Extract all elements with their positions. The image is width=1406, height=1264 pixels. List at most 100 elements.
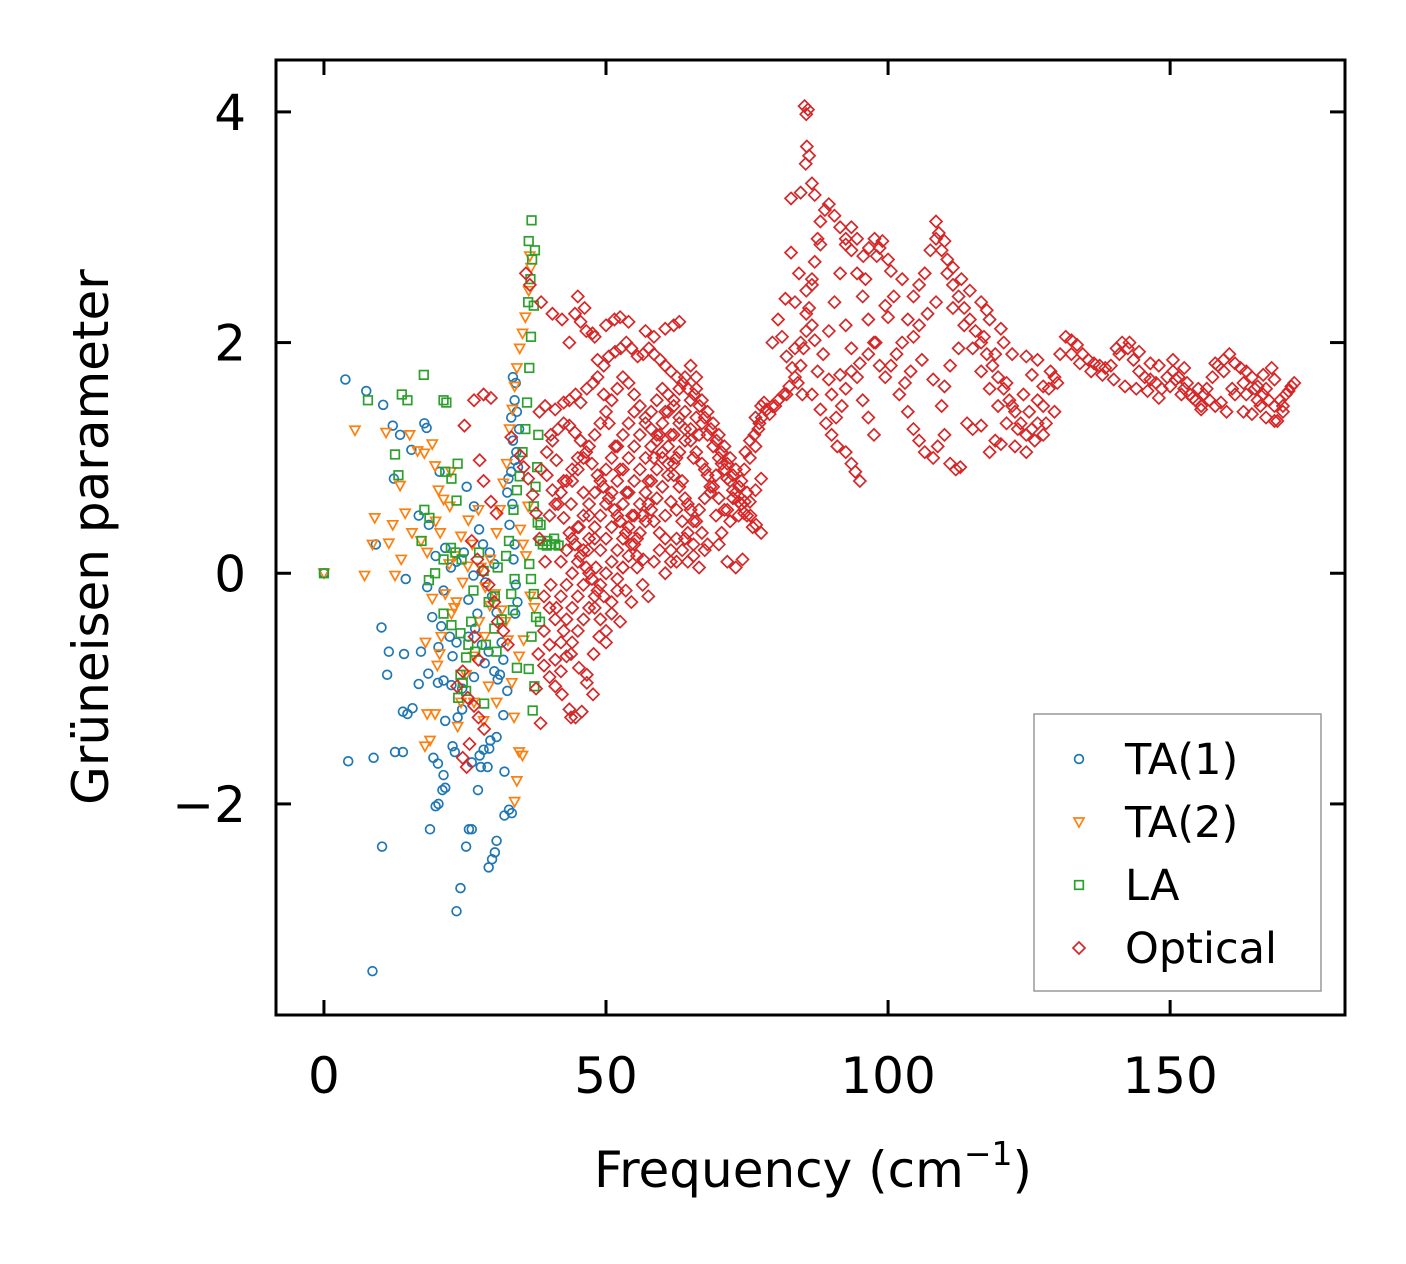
optical-point — [957, 300, 972, 316]
optical-point — [1244, 369, 1260, 385]
optical-point — [832, 266, 848, 281]
optical-point — [457, 418, 472, 433]
optical-point — [686, 537, 701, 552]
optical-point — [930, 439, 945, 454]
optical-point — [598, 531, 614, 546]
ta-1-point — [398, 648, 410, 660]
optical-point — [743, 508, 758, 523]
optical-point — [660, 468, 676, 483]
optical-point — [880, 252, 896, 267]
optical-point — [1165, 352, 1181, 368]
optical-point — [649, 491, 664, 506]
y-tick-label: −2 — [172, 776, 246, 834]
optical-point — [1250, 393, 1265, 408]
ta-2-point — [513, 524, 527, 537]
ta-1-point — [461, 481, 472, 493]
optical-point — [852, 356, 868, 371]
optical-point — [471, 652, 486, 667]
la-point — [463, 639, 474, 650]
optical-point — [683, 433, 698, 448]
optical-point — [728, 462, 743, 477]
ta-1-point — [506, 807, 518, 819]
optical-point — [945, 277, 961, 293]
optical-point — [778, 291, 793, 306]
optical-point — [567, 306, 583, 321]
optical-point — [580, 542, 596, 558]
optical-point — [844, 341, 859, 356]
optical-point — [1193, 398, 1209, 414]
optical-point — [953, 459, 968, 475]
optical-point — [576, 485, 591, 500]
optical-point — [1035, 427, 1051, 443]
optical-point — [1236, 404, 1251, 419]
optical-point — [464, 533, 479, 549]
ta-1-point — [437, 784, 448, 796]
optical-point — [615, 496, 631, 512]
optical-point — [735, 552, 750, 567]
ta-1-point — [492, 674, 503, 685]
optical-point — [627, 537, 642, 552]
ta-1-point — [504, 519, 515, 531]
la-point — [491, 646, 502, 657]
optical-point — [587, 329, 602, 345]
optical-point — [942, 358, 958, 373]
ta-2-point — [420, 547, 434, 560]
ta-1-point — [491, 731, 502, 743]
optical-point — [748, 483, 763, 498]
optical-point — [925, 450, 941, 466]
optical-point — [1047, 404, 1062, 419]
optical-point — [562, 702, 577, 717]
optical-point — [459, 759, 474, 775]
optical-point — [672, 314, 687, 330]
optical-point — [1227, 387, 1243, 402]
optical-point — [689, 369, 704, 385]
optical-point — [674, 542, 690, 558]
ta-2-point — [443, 501, 457, 514]
optical-point — [954, 271, 969, 287]
optical-point — [739, 508, 755, 523]
optical-point — [621, 548, 636, 564]
optical-point — [1072, 356, 1088, 371]
optical-point — [607, 502, 622, 518]
la-point — [456, 554, 467, 565]
la-point — [507, 605, 519, 616]
ta-2-point — [505, 677, 519, 690]
optical-point — [917, 444, 932, 460]
ta-2-point — [368, 513, 382, 525]
ta-2-point — [503, 424, 516, 436]
ta-1-point — [439, 782, 451, 794]
ta-1-point — [478, 744, 489, 755]
optical-point — [556, 623, 571, 639]
ta-1-point — [427, 611, 438, 623]
optical-point — [635, 577, 650, 592]
optical-point — [598, 404, 614, 419]
optical-point — [570, 450, 586, 466]
optical-point — [666, 456, 681, 471]
optical-point — [807, 333, 822, 348]
optical-point — [518, 266, 534, 281]
ta-1-point — [446, 679, 457, 691]
optical-point — [804, 271, 820, 287]
optical-point — [872, 358, 887, 373]
la-point — [393, 470, 404, 481]
optical-point — [937, 233, 952, 249]
optical-point — [604, 554, 619, 569]
la-point — [423, 575, 435, 586]
optical-point — [621, 416, 636, 431]
ta-2-point — [417, 448, 431, 461]
optical-point — [533, 295, 549, 310]
optical-point — [834, 398, 850, 414]
ta-2-point — [438, 589, 452, 601]
optical-point — [1193, 402, 1209, 417]
optical-point — [632, 427, 648, 443]
optical-point — [683, 502, 698, 518]
series-optical — [449, 98, 1302, 775]
la-point — [452, 458, 463, 469]
optical-point — [762, 406, 777, 422]
optical-point — [655, 479, 670, 494]
optical-point — [610, 542, 625, 558]
optical-point — [1258, 410, 1274, 425]
optical-point — [476, 721, 492, 737]
optical-point — [1052, 346, 1068, 362]
ta-2-point — [523, 591, 537, 604]
